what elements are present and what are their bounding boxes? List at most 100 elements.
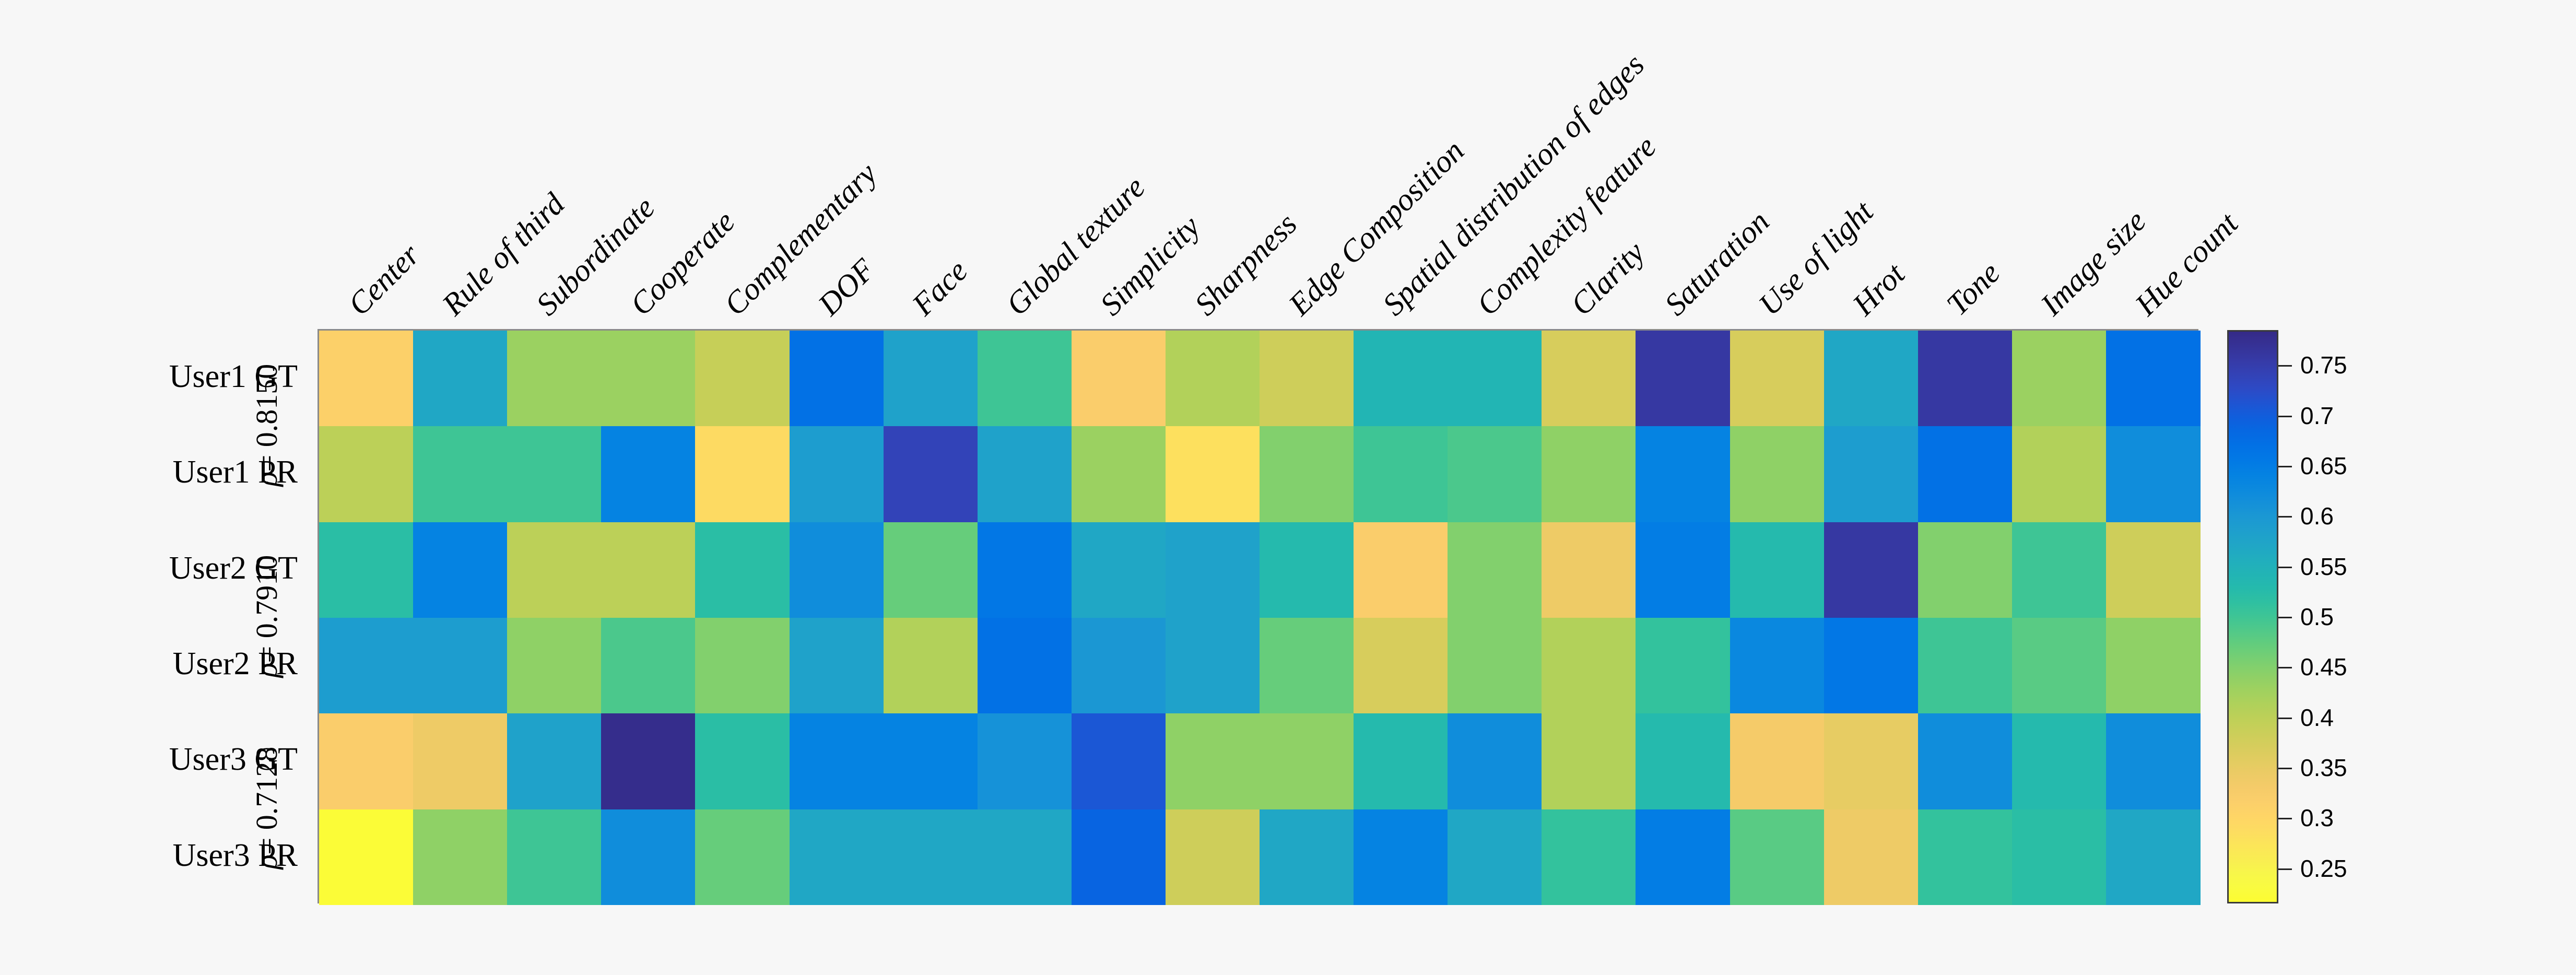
heatmap-cell: [413, 618, 508, 714]
heatmap-cell: [1730, 522, 1825, 618]
heatmap-cell: [601, 713, 696, 809]
heatmap-cell: [789, 331, 884, 427]
heatmap-cell: [1636, 713, 1731, 809]
column-label-face: Face: [905, 253, 974, 322]
heatmap-cell: [1071, 522, 1166, 618]
heatmap-cell: [977, 713, 1072, 809]
row-label-user2-pr: User2 PR: [172, 646, 298, 682]
colorbar-tick: [2278, 415, 2292, 417]
heatmap-cell: [1636, 809, 1731, 905]
rho-label-3: ρ = 0.7128: [249, 746, 284, 870]
heatmap-cell: [1071, 809, 1166, 905]
heatmap-cell: [695, 522, 790, 618]
heatmap-cell: [1165, 522, 1260, 618]
heatmap-cell: [1448, 713, 1542, 809]
heatmap-cell: [1071, 713, 1166, 809]
heatmap-cell: [977, 522, 1072, 618]
column-label-edge-composition: Edge Composition: [1281, 133, 1471, 322]
heatmap-cell: [413, 331, 508, 427]
heatmap-cell: [1260, 331, 1354, 427]
heatmap-cell: [1918, 809, 2013, 905]
heatmap-cell: [1071, 618, 1166, 714]
column-label-sharpness: Sharpness: [1187, 206, 1303, 322]
heatmap-cell: [2106, 618, 2201, 714]
rho-label-2: ρ = 0.7910: [249, 555, 284, 678]
colorbar-tick: [2278, 466, 2292, 468]
heatmap-cell: [1260, 522, 1354, 618]
heatmap-cell: [507, 331, 602, 427]
heatmap-cell: [1354, 522, 1448, 618]
heatmap-cell: [695, 426, 790, 522]
heatmap-cell: [1448, 809, 1542, 905]
heatmap-cell: [2106, 426, 2201, 522]
heatmap-cell: [1165, 713, 1260, 809]
heatmap-row: [319, 522, 2201, 618]
heatmap-cell: [883, 426, 978, 522]
heatmap-cell: [977, 331, 1072, 427]
colorbar-tick: [2278, 767, 2292, 769]
heatmap-cell: [413, 522, 508, 618]
heatmap-cell: [601, 809, 696, 905]
heatmap-cell: [883, 331, 978, 427]
heatmap-cell: [1448, 522, 1542, 618]
heatmap-cell: [1260, 618, 1354, 714]
heatmap-cell: [2012, 618, 2107, 714]
heatmap-cell: [883, 522, 978, 618]
heatmap-cell: [507, 809, 602, 905]
heatmap-cell: [1354, 809, 1448, 905]
heatmap-cell: [789, 426, 884, 522]
heatmap-grid: [317, 329, 2201, 905]
heatmap-cell: [695, 713, 790, 809]
heatmap-cell: [1918, 331, 2013, 427]
heatmap-cell: [1448, 618, 1542, 714]
heatmap-cell: [1542, 713, 1636, 809]
heatmap-cell: [977, 809, 1072, 905]
heatmap-cell: [1542, 809, 1636, 905]
heatmap-cell: [1824, 522, 1919, 618]
heatmap-cell: [413, 713, 508, 809]
heatmap-cell: [507, 618, 602, 714]
heatmap-cell: [2012, 522, 2107, 618]
colorbar-gradient: [2227, 330, 2278, 903]
heatmap-cell: [507, 426, 602, 522]
heatmap-cell: [1165, 809, 1260, 905]
heatmap-cell: [789, 522, 884, 618]
row-label-user1-pr: User1 PR: [172, 454, 298, 490]
heatmap-cell: [2012, 809, 2107, 905]
heatmap-row: [319, 426, 2201, 522]
heatmap-cell: [1260, 713, 1354, 809]
heatmap-cell: [2106, 713, 2201, 809]
heatmap-cell: [1260, 809, 1354, 905]
colorbar: 0.75 0.7 0.65 0.6 0.55 0.5 0.45 0.4 0.35 0.3 0.25: [2227, 330, 2415, 903]
colorbar-tick: [2278, 818, 2292, 820]
heatmap-cell: [789, 618, 884, 714]
heatmap-cell: [1918, 426, 2013, 522]
heatmap-cell: [507, 713, 602, 809]
row-label-group: User1 GT User1 PR User2 GT User2 PR User3 GT…: [94, 329, 298, 903]
colorbar-tick-label: 0.7: [2300, 402, 2334, 429]
column-label-dof: DOF: [811, 252, 881, 322]
rho-label-group: ρ = 0.8150 ρ = 0.7910 ρ = 0.7128: [238, 329, 300, 903]
heatmap-cell: [601, 426, 696, 522]
heatmap-cell: [319, 522, 414, 618]
heatmap-cell: [1165, 618, 1260, 714]
heatmap-cell: [2106, 809, 2201, 905]
heatmap-cell: [319, 618, 414, 714]
heatmap-cell: [1542, 618, 1636, 714]
heatmap-cell: [413, 426, 508, 522]
heatmap-cell: [1824, 713, 1919, 809]
heatmap-cell: [977, 618, 1072, 714]
heatmap-cell: [2106, 331, 2201, 427]
colorbar-tick: [2278, 717, 2292, 719]
column-label-clarity: Clarity: [1563, 234, 1651, 322]
heatmap-cell: [601, 522, 696, 618]
colorbar-tick: [2278, 516, 2292, 518]
heatmap-cell: [695, 618, 790, 714]
heatmap-cell: [789, 809, 884, 905]
heatmap-cell: [1165, 426, 1260, 522]
column-label-group: Center Rule of third Subordinate Cooperate C…: [317, 0, 2250, 329]
heatmap-cell: [2012, 713, 2107, 809]
heatmap-cell: [1636, 426, 1731, 522]
heatmap-cell: [413, 809, 508, 905]
row-label-user3-gt: User3 GT: [169, 742, 298, 778]
